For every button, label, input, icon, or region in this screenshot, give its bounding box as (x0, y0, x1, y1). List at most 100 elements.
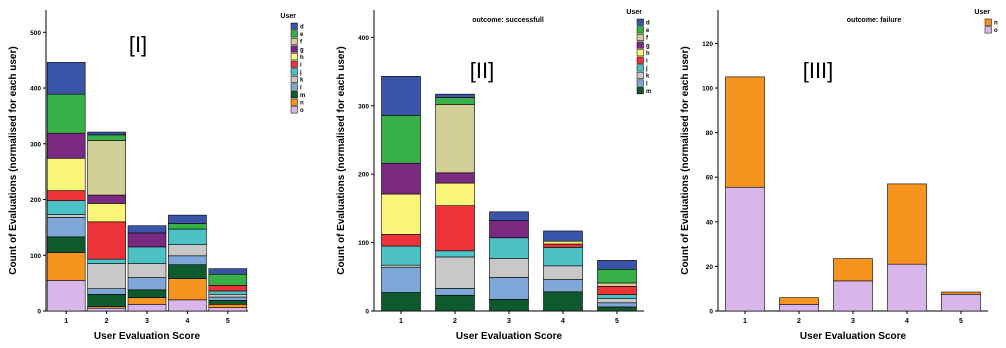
bar-segment-g-score-2 (87, 194, 126, 204)
y-tick-label: 300 (358, 103, 369, 110)
legend-swatch-n (984, 18, 992, 26)
legend-swatch-j (636, 64, 644, 72)
bar-segment-i-score-5 (208, 285, 248, 292)
bar-segment-g-score-2 (435, 172, 475, 184)
x-tick-label: 3 (851, 318, 855, 325)
x-tick-label: 5 (959, 318, 963, 325)
bar-segment-h-score-1 (381, 193, 421, 235)
legend-label-h: h (300, 55, 304, 61)
legend-label-l: l (646, 81, 648, 87)
x-tick-label: 4 (905, 318, 909, 325)
bar-segment-l-score-4 (168, 255, 207, 266)
y-tick-label: 20 (706, 264, 714, 271)
y-axis-title: Count of Evaluations (normalised for eac… (680, 46, 691, 274)
legend-label-g: g (300, 47, 304, 53)
legend-swatch-e (290, 30, 298, 38)
x-tick-label: 3 (507, 318, 511, 325)
bar-segment-g-score-1 (381, 162, 421, 195)
bar-segment-e-score-2 (87, 134, 126, 141)
bar-segment-i-score-1 (46, 190, 86, 201)
bar-segment-o-score-2 (87, 307, 126, 312)
chart-panel-3: 0 20 40 60 80 100 120 1 2 3 4 5 User Evaluation Scor… (670, 0, 1006, 343)
legend-label-e: e (646, 28, 650, 34)
chart-2-svg: 0 100 200 300 400 1 2 3 4 5 User Evaluation Score C… (336, 9, 651, 342)
x-tick-label: 1 (399, 318, 403, 325)
legend-title: User (280, 13, 296, 20)
bar-segment-j-score-5 (208, 290, 248, 295)
bar-segment-i-score-2 (435, 205, 475, 252)
legend-label-e: e (300, 32, 304, 38)
bar-segment-j-score-5 (597, 294, 637, 299)
legend-label-f: f (300, 40, 303, 46)
bar-segment-f-score-2 (87, 140, 126, 196)
bar-segment-n-score-5 (208, 304, 248, 308)
x-tick-label: 2 (105, 318, 109, 325)
legend-swatch-e (636, 26, 644, 34)
bar-segment-n-score-3 (127, 297, 167, 305)
bar-segment-j-score-4 (543, 247, 583, 267)
bar-segment-k-score-2 (435, 256, 475, 289)
bar-segment-l-score-5 (208, 296, 248, 301)
bar-segment-m-score-3 (127, 289, 167, 298)
y-tick-label: 60 (706, 175, 714, 182)
legend-label-n: n (994, 21, 998, 27)
bar-segment-j-score-2 (87, 258, 126, 264)
bar-segment-g-score-3 (489, 220, 529, 239)
y-axis-title: Count of Evaluations (normalised for eac… (8, 46, 19, 274)
legend-label-m: m (646, 89, 651, 95)
legend-swatch-k (636, 71, 644, 79)
legend-swatch-n (290, 98, 298, 106)
chart-1-svg: 0 100 200 300 400 500 1 2 3 4 5 User Evaluation Sco… (8, 10, 305, 342)
bar-segment-e-score-4 (168, 223, 207, 230)
bar-segment-i-score-5 (597, 286, 637, 295)
panel-label: [III] (803, 58, 834, 83)
bar-segment-l-score-2 (87, 288, 126, 295)
bar-segment-k-score-4 (543, 265, 583, 280)
bar-segment-h-score-1 (46, 157, 86, 191)
legend-label-f: f (646, 36, 649, 42)
panel-label: [I] (129, 32, 147, 57)
bar-segment-n-score-5 (941, 291, 981, 295)
x-tick-label: 5 (226, 318, 230, 325)
y-axis-title: Count of Evaluations (normalised for eac… (336, 46, 347, 274)
legend-label-o: o (994, 28, 998, 34)
y-tick-label: 0 (709, 309, 713, 316)
legend-title: User (626, 9, 642, 16)
bar-segment-m-score-5 (208, 300, 248, 305)
x-tick-label: 3 (145, 318, 149, 325)
x-axis-title: User Evaluation Score (94, 331, 201, 342)
legend-swatch-i (290, 60, 298, 68)
bar-segment-o-score-1 (46, 280, 86, 312)
x-axis-title: User Evaluation Score (456, 331, 563, 342)
bar-segment-l-score-5 (597, 302, 637, 308)
legend-swatch-f (636, 33, 644, 41)
bar-segment-k-score-1 (381, 264, 421, 268)
legend-swatch-g (290, 45, 298, 53)
bar-segment-k-score-1 (46, 214, 86, 218)
bar-segment-h-score-2 (435, 182, 475, 206)
bar-segment-d-score-1 (381, 76, 421, 116)
bar-segment-m-score-1 (46, 236, 86, 253)
bar-segment-j-score-1 (46, 200, 86, 215)
bar-segment-f-score-2 (435, 104, 475, 174)
chart-panel-2: 0 100 200 300 400 1 2 3 4 5 User Evaluation Score C… (334, 0, 670, 343)
bar-segment-o-score-5 (941, 293, 981, 312)
y-tick-label: 80 (706, 130, 714, 137)
legend-swatch-l (636, 79, 644, 87)
bar-segment-g-score-1 (46, 132, 86, 159)
bar-segment-d-score-4 (168, 214, 207, 224)
y-tick-label: 120 (702, 41, 713, 48)
bar-segment-n-score-3 (833, 258, 873, 282)
legend-label-d: d (646, 21, 650, 27)
legend-swatch-d (636, 18, 644, 26)
bar-segment-j-score-3 (489, 237, 529, 259)
legend-swatch-m (290, 91, 298, 99)
bar-segment-m-score-3 (489, 299, 529, 312)
bar-segment-g-score-3 (127, 232, 167, 248)
bar-segment-e-score-5 (597, 268, 637, 284)
legend-label-o: o (300, 108, 304, 114)
bar-segment-d-score-2 (435, 93, 475, 98)
legend-label-i: i (300, 63, 302, 69)
y-tick-label: 40 (706, 219, 714, 226)
legend-label-l: l (300, 85, 302, 91)
